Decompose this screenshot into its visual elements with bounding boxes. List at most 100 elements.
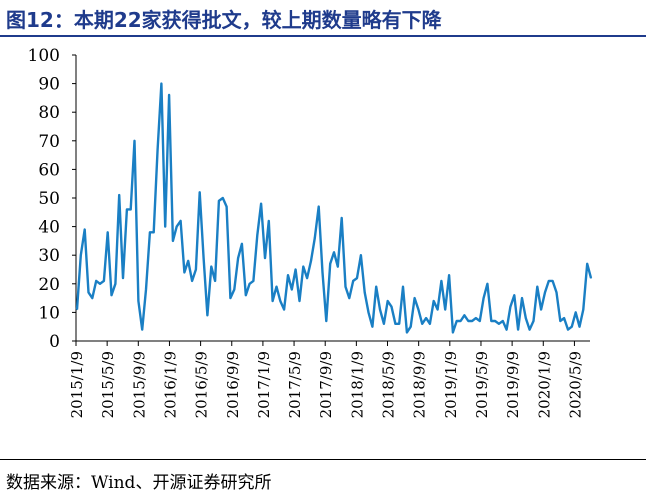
data-point [517,328,519,331]
data-point [390,306,393,308]
data-point [567,328,569,331]
data-point [475,317,477,319]
data-point [183,271,186,273]
data-point [548,280,550,282]
data-point [429,323,431,325]
data-point [118,194,120,196]
data-point [479,320,481,322]
data-point [344,286,347,288]
data-point [379,308,381,311]
data-point [582,308,584,311]
data-point [337,266,339,268]
data-point [237,257,239,259]
x-tick-label: 2018/9/9 [411,351,429,418]
data-point [268,220,270,222]
data-point [141,328,143,331]
data-point [532,320,535,322]
data-point [103,280,105,282]
data-point [513,294,515,296]
data-point [107,231,109,233]
data-point [291,288,293,291]
data-point [321,271,324,273]
data-point [575,311,577,313]
data-point [348,297,350,299]
data-point [80,254,82,256]
data-point [206,314,209,316]
source-note: 数据来源：Wind、开源证券研究所 [6,473,272,493]
data-point [179,220,182,222]
data-point [398,323,400,325]
data-point [191,280,193,282]
x-tick-label: 2015/1/9 [68,351,86,418]
y-tick-label: 30 [38,246,60,266]
data-point [229,297,232,299]
data-point [156,148,159,150]
x-tick-label: 2018/1/9 [348,351,366,418]
data-point [440,280,443,282]
data-point [176,226,178,228]
data-point [114,283,116,285]
series-group [75,82,593,334]
data-point [275,286,278,288]
data-point [314,237,316,239]
x-tick-label: 2018/5/9 [380,351,398,418]
x-tick-label: 2016/5/9 [193,351,211,418]
data-point [264,257,266,259]
y-tick-label: 0 [49,332,60,352]
data-point [444,308,446,311]
data-point [494,320,496,322]
data-point [471,320,473,322]
data-point [436,308,439,311]
y-tick-label: 70 [38,132,60,152]
data-point [413,297,416,299]
data-point [160,83,162,85]
data-point [199,191,201,193]
data-point [318,205,320,208]
data-point [509,306,512,308]
data-point [448,274,450,276]
data-point [341,217,343,219]
data-point [555,291,558,293]
data-point [486,283,489,285]
data-point [99,283,101,285]
data-point [498,323,500,325]
data-point [279,300,281,302]
y-tick-label: 90 [38,75,60,95]
data-point [256,234,258,236]
data-point [463,314,466,316]
data-point [383,323,385,325]
y-tick-label: 80 [38,103,60,123]
data-point [202,257,205,259]
data-point [145,288,147,291]
data-point [406,331,408,334]
data-point [433,300,435,302]
data-point [87,291,90,293]
data-point [425,317,427,319]
data-point [225,205,228,208]
x-tick-label: 2019/1/9 [442,351,460,418]
data-point [544,291,546,293]
x-tick-label: 2017/9/9 [317,351,335,418]
data-point [352,280,354,282]
data-point [110,294,113,296]
data-point [126,208,128,211]
data-point [467,320,469,322]
data-point [252,280,255,282]
data-point [195,268,197,271]
data-point [482,297,485,299]
data-point [218,200,220,202]
data-point [214,280,216,282]
data-point [529,328,531,331]
data-point [364,291,366,293]
data-point [241,243,243,245]
data-point [452,331,454,334]
data-point [394,323,396,325]
data-point [410,326,412,328]
title-divider [0,35,646,37]
x-tick-label: 2017/5/9 [286,351,304,418]
data-point [91,297,93,299]
x-tick-label: 2015/5/9 [99,351,117,418]
data-point [502,320,504,322]
y-tick-label: 50 [38,189,60,209]
